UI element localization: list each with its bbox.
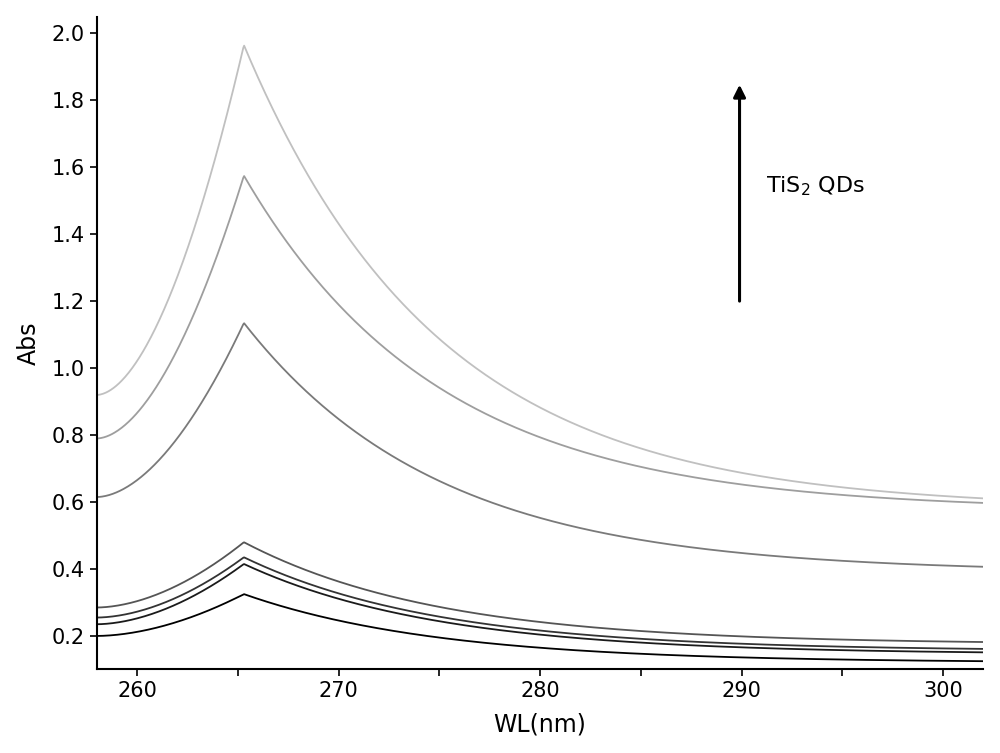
Y-axis label: Abs: Abs — [17, 322, 41, 364]
X-axis label: WL(nm): WL(nm) — [494, 712, 587, 736]
Text: TiS$_2$ QDs: TiS$_2$ QDs — [766, 175, 865, 198]
